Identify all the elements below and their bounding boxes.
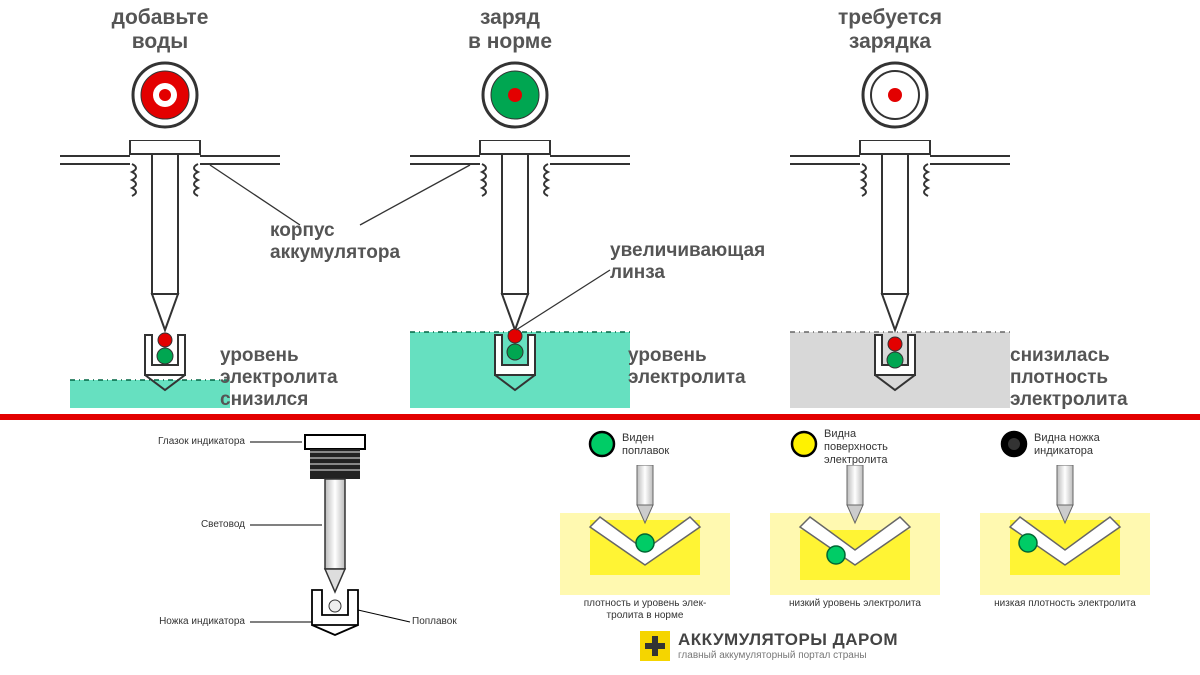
state2-caption: уровень электролита [628,345,798,389]
bottom-title-3: Видна ножка индикатора [1034,432,1154,458]
float-state-2 [770,465,940,595]
float-state-1 [560,465,730,595]
callout-lens: увеличивающая линза [610,240,790,284]
float-state-3 [980,465,1150,595]
bottom-title-2: Видна поверхность электролита [824,428,944,468]
cutaway-diagram [240,430,420,640]
logo-plus-icon [640,631,670,661]
bottom-caption-1: плотность и уровень элек- тролита в норм… [570,598,720,622]
cutaway-label-lightguide: Световод [155,519,245,531]
bottom-caption-3: низкая плотность электролита [985,598,1145,610]
cutaway-label-leg: Ножка индикатора [140,616,245,628]
state1-caption: уровень электролита снизился [220,345,390,411]
bottom-dot-3 [1000,430,1028,458]
bottom-dot-1 [588,430,616,458]
cutaway-label-eye: Глазок индикатора [155,436,245,448]
red-divider [0,414,1200,420]
logo-title: АККУМУЛЯТОРЫ ДАРОМ [678,630,898,650]
logo-block: АККУМУЛЯТОРЫ ДАРОМ главный аккумуляторны… [640,630,898,661]
bottom-dot-2 [790,430,818,458]
callout-body: корпус аккумулятора [270,220,430,264]
diagram-root: добавьте воды заряд в норме требуется за… [0,0,1200,675]
state3-caption: снизилась плотность электролита [1010,345,1180,411]
cutaway-label-float: Поплавок [412,616,492,628]
logo-subtitle: главный аккумуляторный портал страны [678,650,898,661]
bottom-title-1: Виден поплавок [622,432,722,458]
bottom-caption-2: низкий уровень электролита [780,598,930,610]
